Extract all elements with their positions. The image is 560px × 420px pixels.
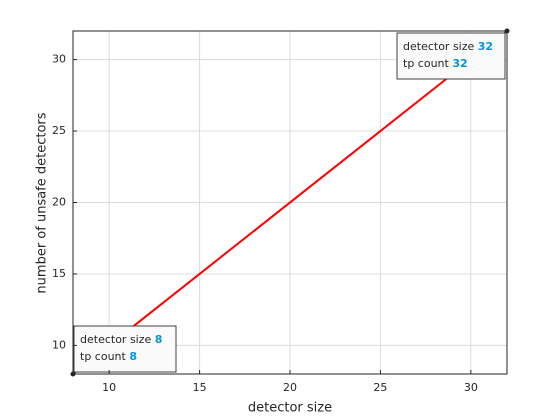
- datatip-label: detector size: [80, 333, 152, 346]
- y-tick-label: 25: [52, 124, 66, 137]
- datatip-box: [396, 32, 506, 80]
- datatip-marker: [504, 28, 510, 34]
- x-tick-label: 30: [464, 381, 478, 394]
- x-axis-label: detector size: [248, 401, 332, 416]
- x-tick-label: 10: [102, 381, 116, 394]
- datatip-row: tp count 32: [403, 57, 468, 70]
- datatip-box: [73, 325, 177, 373]
- datatip-label: detector size: [403, 40, 475, 53]
- datatip-marker: [70, 371, 76, 377]
- datatip-value: 32: [478, 40, 493, 53]
- datatip-row: tp count 8: [80, 350, 137, 363]
- y-tick-label: 20: [52, 196, 66, 209]
- x-tick-label: 25: [373, 381, 387, 394]
- data-line: [72, 30, 508, 375]
- data: [72, 30, 508, 375]
- y-axis-label: number of unsafe detectors: [35, 112, 50, 293]
- datatip-row: detector size 8: [80, 333, 162, 346]
- y-tick-label: 30: [52, 53, 66, 66]
- x-tick-label: 20: [283, 381, 297, 394]
- x-tick-label: 15: [193, 381, 207, 394]
- datatip: detector size 8tp count 8: [70, 325, 177, 377]
- datatip-value: 8: [155, 333, 163, 346]
- datatip-label: tp count: [80, 350, 127, 363]
- datatip-row: detector size 32: [403, 40, 493, 53]
- datatip-value: 32: [452, 57, 467, 70]
- y-tick-label: 15: [52, 267, 66, 280]
- datatip-label: tp count: [403, 57, 450, 70]
- datatip-value: 8: [129, 350, 137, 363]
- y-tick-label: 10: [52, 338, 66, 351]
